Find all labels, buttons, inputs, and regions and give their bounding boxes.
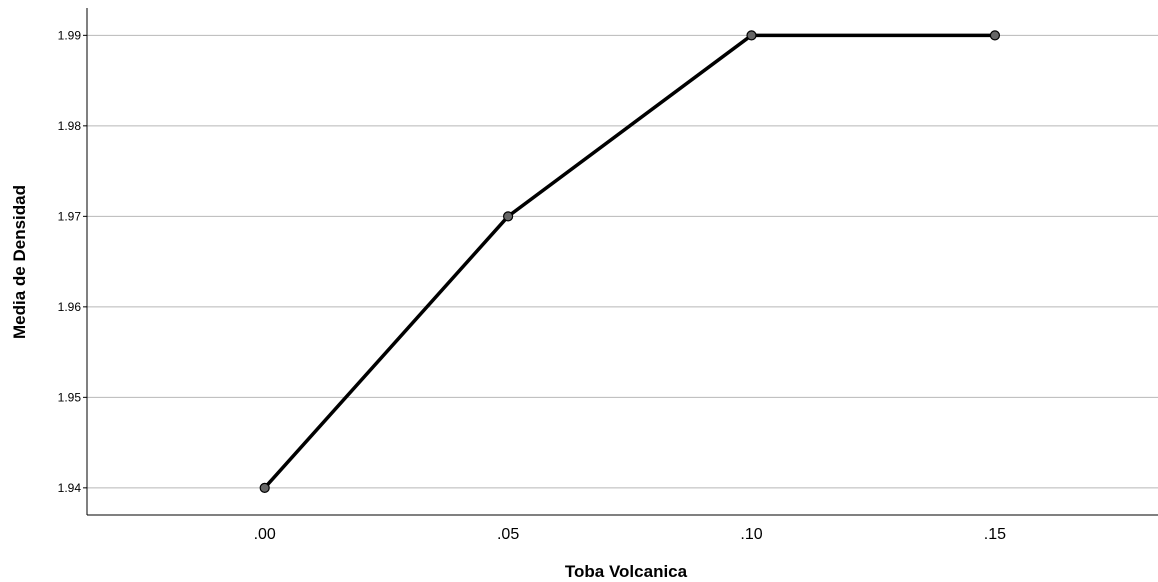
y-tick-labels: 1.94 1.95 1.96 1.97 1.98 1.99 [58,28,82,495]
data-point-.10 [746,30,757,41]
y-axis-title: Media de Densidad [10,185,29,339]
data-points [259,30,1001,493]
axes [83,8,1158,516]
x-tick-labels: .00 .05 .10 .15 [254,526,1007,543]
x-axis-title: Toba Volcanica [565,562,688,581]
y-tick-label: 1.95 [58,390,82,404]
y-tick-label: 1.99 [58,28,82,42]
x-tick-label: .10 [740,526,762,543]
series-line-0 [262,33,997,490]
data-point-.00 [259,482,270,493]
y-tick-label: 1.96 [58,300,82,314]
data-point-.05 [502,211,514,222]
series-line [262,33,997,490]
y-tick-label: 1.97 [58,209,82,223]
x-tick-label: .00 [254,526,276,543]
data-point-.15 [989,30,1001,41]
gridlines [87,34,1158,489]
y-tick-label: 1.98 [58,119,82,133]
x-tick-label: .15 [984,526,1006,543]
x-tick-label: .05 [497,526,519,543]
y-tick-label: 1.94 [58,481,82,495]
